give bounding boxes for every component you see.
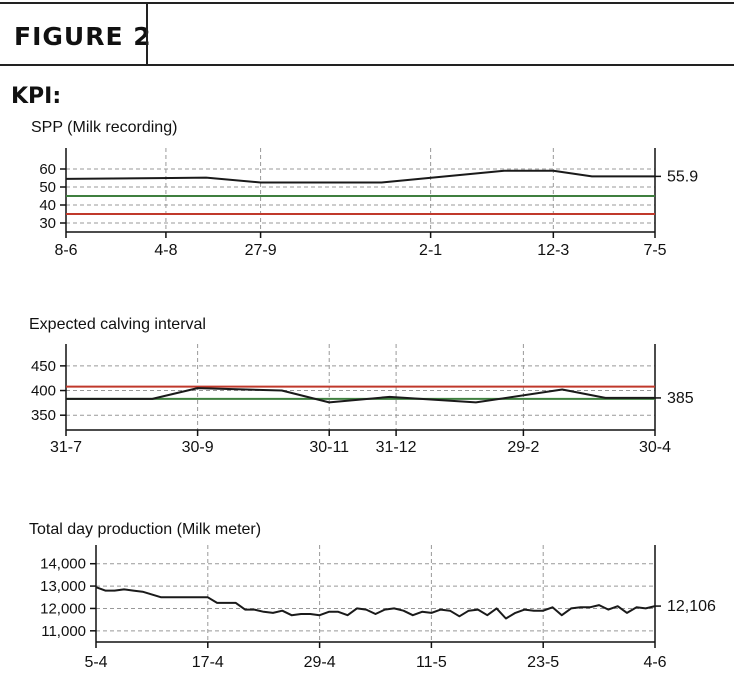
chart-3: Total day production (Milk meter) 11,000 1…	[29, 521, 716, 671]
figure-header-divider	[146, 4, 148, 64]
series-line	[66, 387, 655, 404]
current-value-label: 12,106	[667, 598, 716, 615]
current-value-label: 55.9	[667, 168, 698, 185]
y-tick-label: 40	[39, 197, 56, 214]
x-tick-label: 5-4	[84, 654, 107, 671]
figure-label: FIGURE 2	[14, 22, 152, 51]
y-tick-label: 14,000	[40, 556, 86, 573]
x-tick-label: 17-4	[192, 654, 224, 671]
y-tick-label: 60	[39, 161, 56, 178]
x-tick-label: 30-9	[182, 439, 214, 456]
x-tick-label: 23-5	[527, 654, 559, 671]
y-tick-label: 11,000	[41, 623, 86, 640]
y-tick-label: 50	[39, 179, 56, 196]
chart-title: Expected calving interval	[29, 316, 206, 333]
current-value-label: 385	[667, 390, 694, 407]
y-tick-label: 350	[31, 407, 56, 424]
x-tick-label: 4-6	[643, 654, 666, 671]
x-tick-label: 8-6	[54, 242, 77, 259]
x-tick-label: 12-3	[537, 242, 569, 259]
y-tick-label: 400	[31, 383, 56, 400]
x-tick-label: 2-1	[419, 242, 442, 259]
figure-header: FIGURE 2	[0, 2, 734, 66]
chart-title: Total day production (Milk meter)	[29, 521, 261, 538]
x-tick-label: 27-9	[245, 242, 277, 259]
x-tick-label: 29-2	[507, 439, 539, 456]
y-tick-label: 30	[39, 215, 56, 232]
kpi-heading: KPI:	[11, 84, 62, 109]
y-tick-label: 13,000	[40, 578, 86, 595]
x-tick-label: 31-7	[50, 439, 82, 456]
x-tick-label: 31-12	[376, 439, 417, 456]
chart-title: SPP (Milk recording)	[31, 119, 177, 136]
x-tick-label: 7-5	[643, 242, 666, 259]
chart-2: Expected calving interval 350 400 450 31-7 30…	[29, 316, 694, 456]
x-tick-label: 30-4	[639, 439, 671, 456]
x-tick-label: 29-4	[304, 654, 336, 671]
y-tick-label: 450	[31, 358, 56, 375]
series-line	[95, 586, 656, 620]
y-tick-label: 12,000	[40, 600, 86, 617]
series-line	[65, 169, 655, 184]
x-tick-label: 11-5	[416, 654, 447, 671]
x-tick-label: 30-11	[309, 439, 349, 456]
x-tick-label: 4-8	[154, 242, 177, 259]
